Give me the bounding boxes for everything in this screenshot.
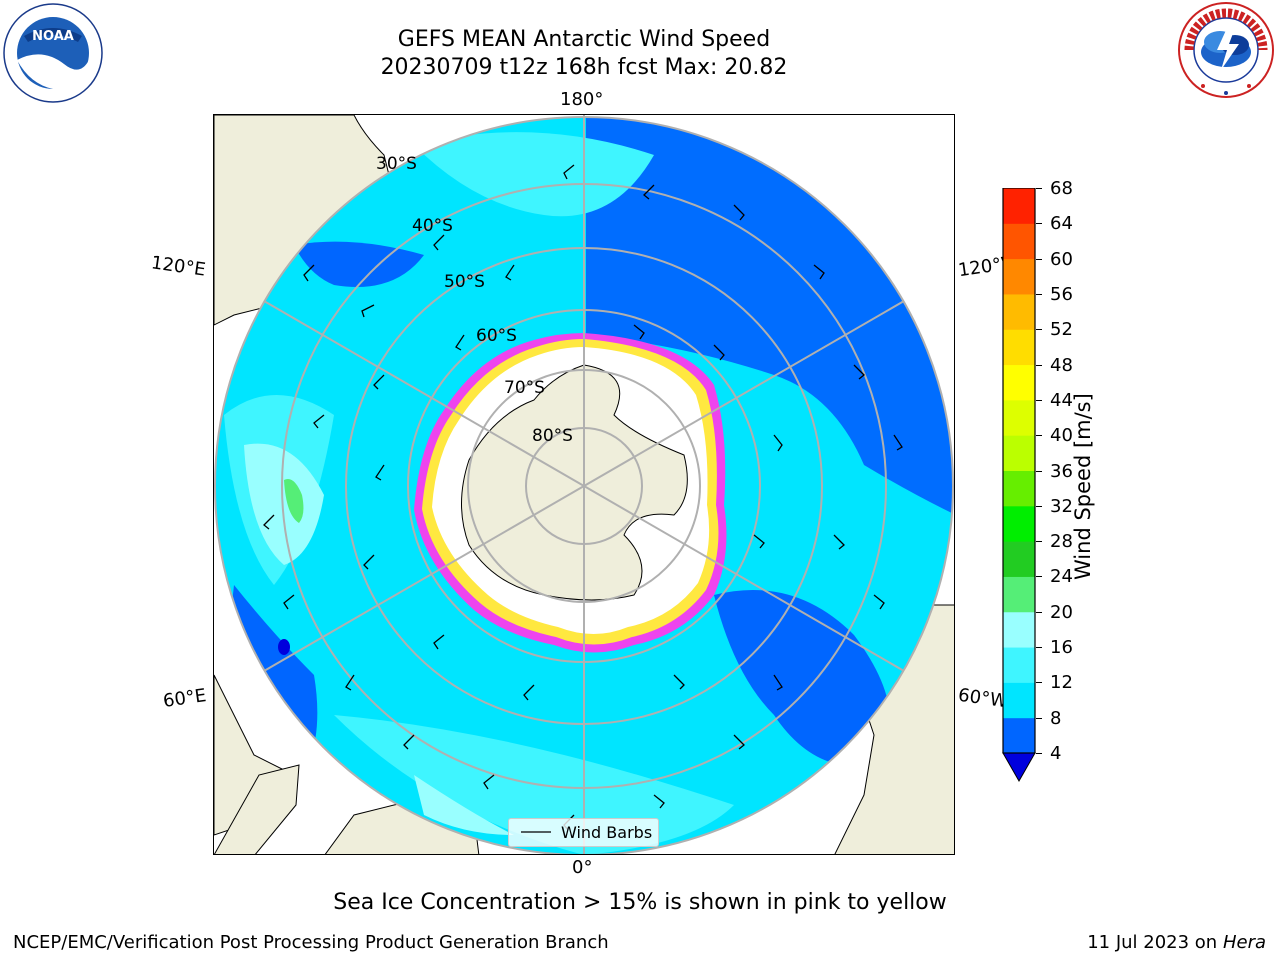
colorbar-tick-mark <box>1036 188 1042 189</box>
lon-label-0: 0° <box>572 857 593 878</box>
colorbar-tick-label: 4 <box>1050 743 1062 764</box>
map-canvas: 30°S 40°S 50°S 60°S 70°S 80°S <box>214 115 954 854</box>
wind-barb-legend-icon <box>521 831 551 833</box>
footer-date: 11 Jul 2023 on Hera <box>1087 932 1266 953</box>
noaa-logo-icon: NOAA <box>2 2 104 104</box>
colorbar-tick-label: 40 <box>1050 425 1073 447</box>
colorbar-segment <box>1003 470 1035 507</box>
lat-label-70s: 70°S <box>504 378 545 398</box>
colorbar-tick-label: 20 <box>1050 601 1073 623</box>
colorbar-segment <box>1003 505 1035 542</box>
sea-ice-note: Sea Ice Concentration > 15% is shown in … <box>0 890 1280 915</box>
colorbar-tick-label: 56 <box>1050 283 1073 305</box>
colorbar-tick-label: 48 <box>1050 354 1073 376</box>
colorbar-tick-mark <box>1036 329 1042 331</box>
footer-host: Hera <box>1222 932 1266 953</box>
colorbar-outline <box>1002 187 1036 754</box>
lat-label-60s: 60°S <box>476 326 517 346</box>
colorbar-segment <box>1003 576 1035 613</box>
colorbar-tick-label: 8 <box>1050 707 1062 729</box>
colorbar-segment <box>1003 435 1035 471</box>
colorbar-segment <box>1003 399 1035 436</box>
colorbar-tick-label: 60 <box>1050 248 1073 270</box>
legend-label: Wind Barbs <box>561 823 653 842</box>
colorbar-tick-mark <box>1036 753 1042 754</box>
colorbar-svg <box>1002 187 1036 783</box>
wind-region-mid-north <box>414 132 654 217</box>
colorbar-segment <box>1003 329 1035 366</box>
footer-credit: NCEP/EMC/Verification Post Processing Pr… <box>13 932 609 953</box>
nws-logo-icon <box>1175 0 1278 100</box>
colorbar-segment <box>1003 541 1035 577</box>
lon-label-180: 180° <box>560 89 604 110</box>
wind-maximum-patch <box>284 479 304 523</box>
colorbar-segment <box>1003 647 1035 683</box>
colorbar-tick-mark <box>1036 647 1042 649</box>
chart-subtitle: 20230709 t12z 168h fcst Max: 20.82 <box>380 55 788 80</box>
colorbar-label: Wind Speed [m/s] <box>1071 393 1095 580</box>
colorbar-tick-label: 16 <box>1050 637 1073 659</box>
colorbar-segment <box>1003 611 1035 648</box>
madagascar-land <box>214 764 300 854</box>
colorbar-tick-label: 64 <box>1050 213 1073 235</box>
colorbar-underflow-triangle <box>1002 752 1036 783</box>
chart-title: GEFS MEAN Antarctic Wind Speed <box>397 27 771 52</box>
colorbar-segment <box>1003 364 1035 401</box>
lon-label-60e: 60°E <box>161 685 208 712</box>
colorbar-tick-label: 68 <box>1050 178 1073 199</box>
colorbar-segment <box>1003 258 1035 295</box>
colorbar-tick-mark <box>1036 682 1042 684</box>
colorbar-ticks: 4 8 12 16 20 24 28 32 36 40 44 48 52 56 60 64 68 <box>1036 178 1104 780</box>
sea-ice-note-text: Sea Ice Concentration > 15% is shown in … <box>333 890 947 915</box>
colorbar-tick-label: 36 <box>1050 460 1073 482</box>
colorbar <box>1002 187 1036 783</box>
lat-label-30s: 30°S <box>376 154 417 174</box>
lon-label-120e: 120°E <box>149 252 207 281</box>
colorbar-tick-label: 52 <box>1050 319 1073 341</box>
colorbar-segment <box>1003 293 1035 330</box>
colorbar-segment <box>1003 223 1035 260</box>
colorbar-tick-mark <box>1036 364 1042 366</box>
antarctic-wind-map: 30°S 40°S 50°S 60°S 70°S 80°S <box>213 114 955 855</box>
antarctica-continent <box>461 364 688 601</box>
colorbar-tick-mark <box>1036 293 1042 295</box>
colorbar-tick-mark <box>1036 576 1042 578</box>
graticule <box>214 115 954 854</box>
colorbar-segment <box>1003 717 1035 754</box>
colorbar-tick-mark <box>1036 611 1042 613</box>
colorbar-tick-label: 28 <box>1050 531 1073 553</box>
colorbar-tick-label: 12 <box>1050 672 1073 694</box>
colorbar-tick-mark <box>1036 541 1042 543</box>
wind-barbs-legend: Wind Barbs <box>508 818 659 847</box>
colorbar-tick-mark <box>1036 258 1042 260</box>
colorbar-tick-mark <box>1036 717 1042 719</box>
lat-label-80s: 80°S <box>532 426 573 446</box>
colorbar-tick-mark <box>1036 505 1042 507</box>
colorbar-tick-mark <box>1036 399 1042 401</box>
colorbar-tick-label: 32 <box>1050 495 1073 517</box>
colorbar-tick-label: 44 <box>1050 389 1073 411</box>
colorbar-segment <box>1003 188 1035 224</box>
svg-text:NOAA: NOAA <box>32 29 74 44</box>
wind-barbs <box>263 164 903 831</box>
footer-date-text: 11 Jul 2023 on <box>1087 932 1223 953</box>
colorbar-tick-mark <box>1036 223 1042 225</box>
colorbar-tick-label: 24 <box>1050 566 1073 588</box>
lat-label-50s: 50°S <box>444 272 485 292</box>
colorbar-tick-mark <box>1036 470 1042 472</box>
lat-label-40s: 40°S <box>412 216 453 236</box>
wind-region-high-west <box>244 443 324 565</box>
wind-region-high-south <box>414 775 514 835</box>
colorbar-segment <box>1003 682 1035 719</box>
wind-minimum-patch <box>278 639 290 655</box>
colorbar-tick-mark <box>1036 435 1042 437</box>
wind-region-low-drake <box>714 590 890 767</box>
